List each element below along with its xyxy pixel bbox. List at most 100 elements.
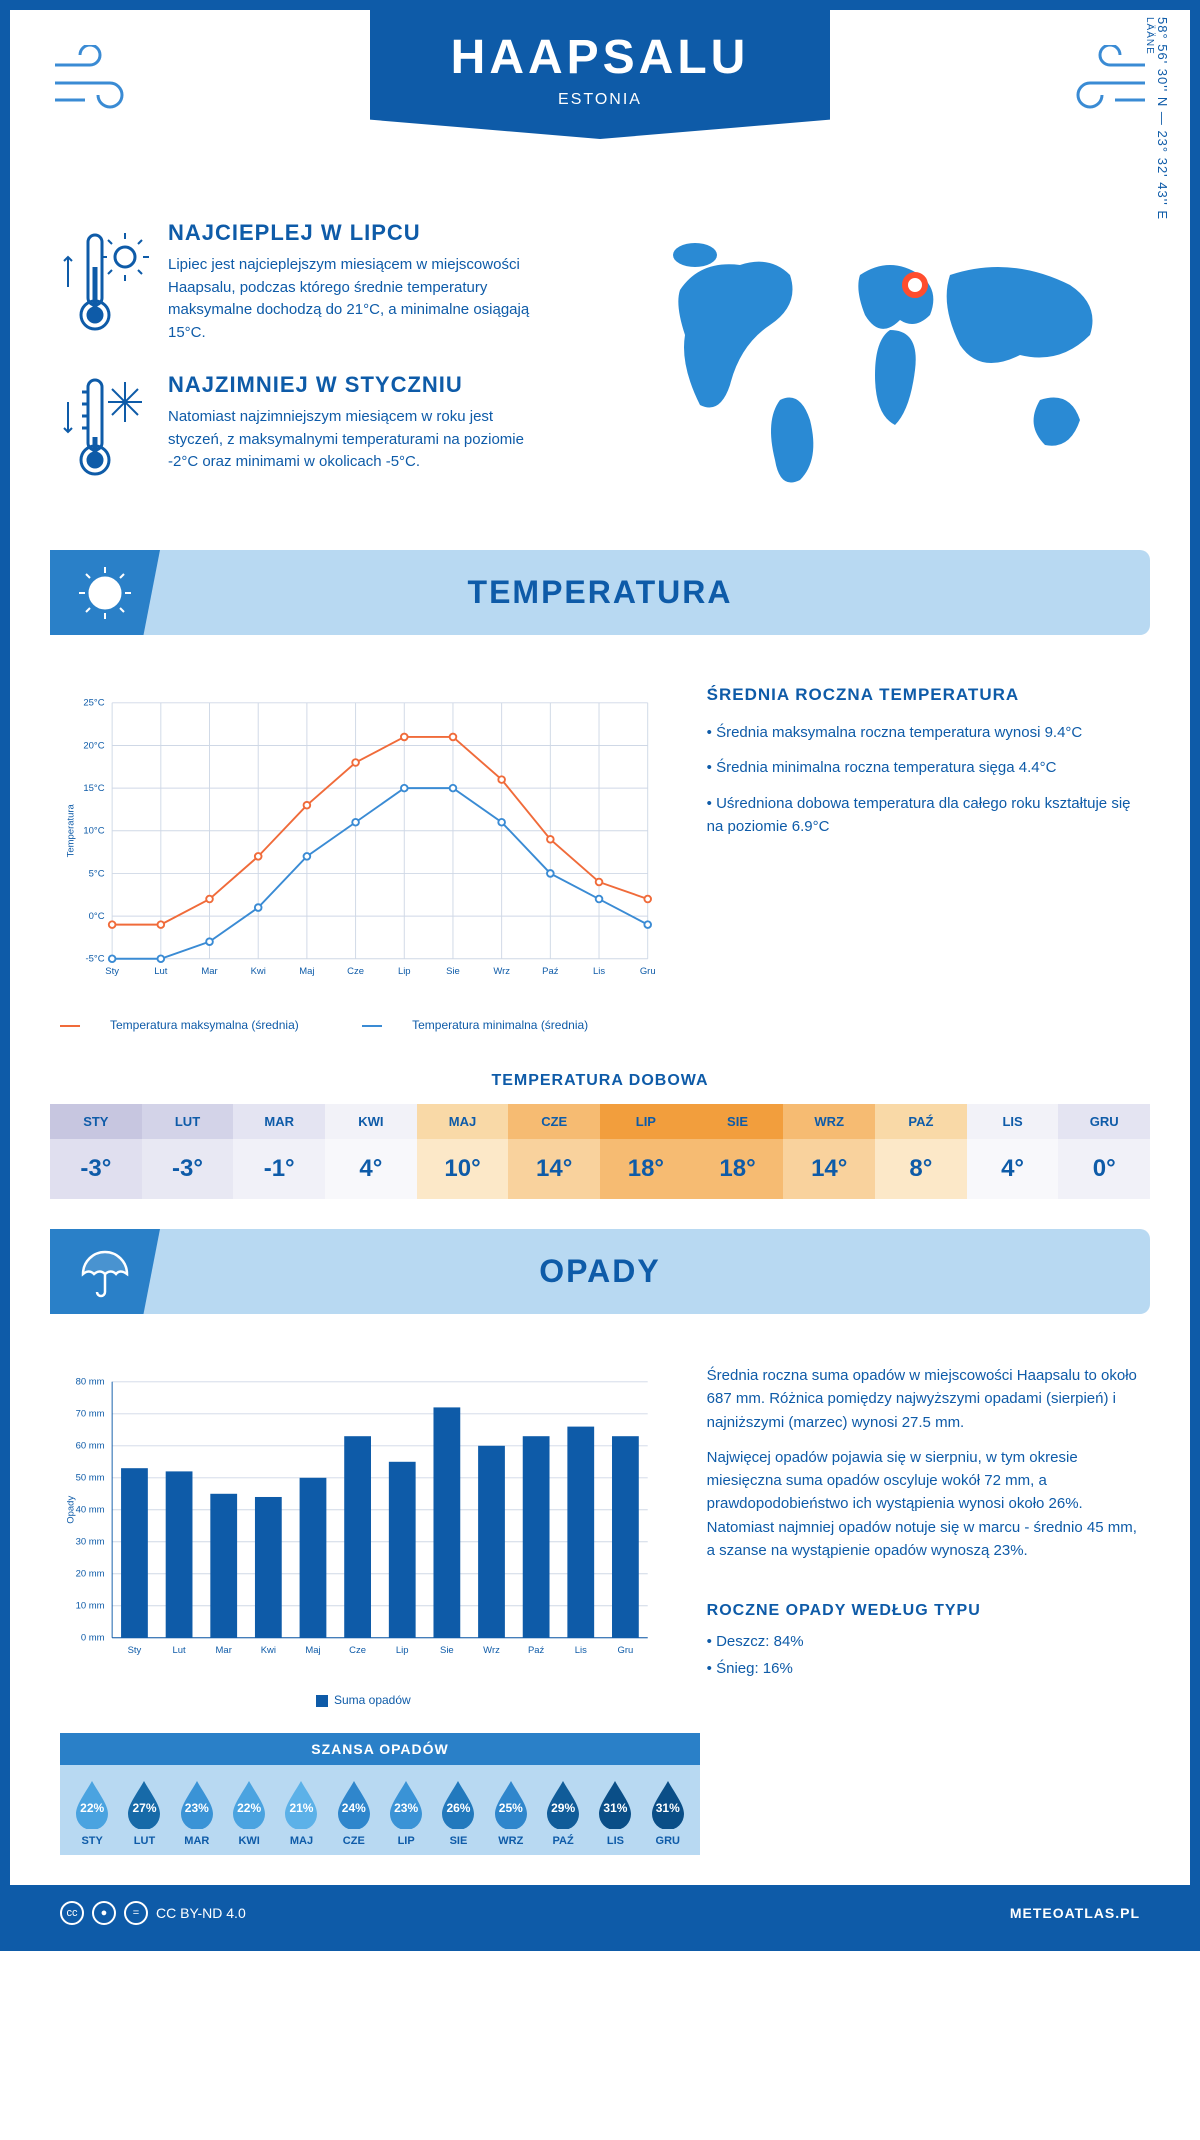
temperature-line-chart: -5°C 0°C 5°C 10°C 15°C 20°C 25°C Sty Lut Mar Kwi Ma… <box>60 685 667 1005</box>
page: HAAPSALU ESTONIA NAJCIEPLEJ W LIPCU Lipi… <box>0 0 1200 1951</box>
cold-summary: NAJZIMNIEJ W STYCZNIU Natomiast najzimni… <box>60 372 610 482</box>
city-name: HAAPSALU <box>370 30 830 85</box>
precip-text: Średnia roczna suma opadów w miejscowośc… <box>707 1364 1140 1434</box>
svg-text:15°C: 15°C <box>83 783 104 794</box>
daily-cell: SIE18° <box>692 1104 784 1199</box>
svg-text:0 mm: 0 mm <box>81 1633 105 1644</box>
precipitation-info: Średnia roczna suma opadów w miejscowośc… <box>707 1364 1140 1707</box>
daily-cell: MAR-1° <box>233 1104 325 1199</box>
precipitation-bar-chart: 0 mm10 mm20 mm30 mm40 mm50 mm60 mm70 mm8… <box>60 1364 667 1684</box>
thermometer-hot-icon <box>60 220 150 344</box>
svg-text:0°C: 0°C <box>89 911 105 922</box>
svg-text:Cze: Cze <box>349 1645 366 1656</box>
warm-summary: NAJCIEPLEJ W LIPCU Lipiec jest najcieple… <box>60 220 610 344</box>
chance-title: SZANSA OPADÓW <box>60 1733 700 1765</box>
temperature-content: -5°C 0°C 5°C 10°C 15°C 20°C 25°C Sty Lut Mar Kwi Ma… <box>10 655 1190 1062</box>
precip-type-block: ROCZNE OPADY WEDŁUG TYPU • Deszcz: 84% •… <box>707 1602 1140 1681</box>
chance-cell: 22%KWI <box>223 1779 275 1847</box>
cold-title: NAJZIMNIEJ W STYCZNIU <box>168 372 548 398</box>
svg-text:Sie: Sie <box>440 1645 454 1656</box>
warm-title: NAJCIEPLEJ W LIPCU <box>168 220 548 246</box>
cold-text: Natomiast najzimniejszym miesiącem w rok… <box>168 406 548 474</box>
chance-cell: 23%MAR <box>171 1779 223 1847</box>
chance-cell: 24%CZE <box>328 1779 380 1847</box>
world-map-icon <box>640 220 1140 500</box>
svg-text:20°C: 20°C <box>83 740 104 751</box>
info-line: • Średnia maksymalna roczna temperatura … <box>707 721 1140 744</box>
precip-snow: • Śnieg: 16% <box>707 1657 1140 1680</box>
thermometer-cold-icon <box>60 372 150 482</box>
svg-text:5°C: 5°C <box>89 868 105 879</box>
temperature-banner: TEMPERATURA <box>50 550 1150 635</box>
svg-text:Mar: Mar <box>201 966 217 977</box>
svg-text:60 mm: 60 mm <box>76 1441 105 1452</box>
sun-icon <box>50 550 160 635</box>
svg-text:Paź: Paź <box>542 966 559 977</box>
svg-text:Mar: Mar <box>216 1645 232 1656</box>
svg-text:Kwi: Kwi <box>251 966 266 977</box>
svg-text:Maj: Maj <box>299 966 314 977</box>
daily-cell: MAJ10° <box>417 1104 509 1199</box>
daily-cell: GRU0° <box>1058 1104 1150 1199</box>
daily-cell: PAŹ8° <box>875 1104 967 1199</box>
precip-rain: • Deszcz: 84% <box>707 1630 1140 1653</box>
svg-text:Lut: Lut <box>154 966 168 977</box>
title-banner: HAAPSALU ESTONIA <box>370 10 830 139</box>
umbrella-icon <box>50 1229 160 1314</box>
svg-text:80 mm: 80 mm <box>76 1377 105 1388</box>
chance-cell: 22%STY <box>66 1779 118 1847</box>
svg-text:25°C: 25°C <box>83 698 104 709</box>
chance-cell: 23%LIP <box>380 1779 432 1847</box>
svg-text:40 mm: 40 mm <box>76 1505 105 1516</box>
wind-icon <box>50 45 140 129</box>
svg-text:Sty: Sty <box>105 966 119 977</box>
svg-text:Sie: Sie <box>446 966 460 977</box>
map-box: 58° 56' 30'' N — 23° 32' 43'' E LÄÄNE <box>640 220 1140 510</box>
svg-text:Temperatura: Temperatura <box>65 803 76 857</box>
daily-cell: LIS4° <box>967 1104 1059 1199</box>
daily-cell: STY-3° <box>50 1104 142 1199</box>
chance-cell: 21%MAJ <box>275 1779 327 1847</box>
info-line: • Średnia minimalna roczna temperatura s… <box>707 756 1140 779</box>
svg-text:Kwi: Kwi <box>261 1645 276 1656</box>
chance-cell: 26%SIE <box>432 1779 484 1847</box>
svg-text:Lip: Lip <box>398 966 411 977</box>
warm-text: Lipiec jest najcieplejszym miesiącem w m… <box>168 254 548 344</box>
chance-cell: 31%LIS <box>589 1779 641 1847</box>
header: HAAPSALU ESTONIA <box>10 10 1190 190</box>
precipitation-content: 0 mm10 mm20 mm30 mm40 mm50 mm60 mm70 mm8… <box>10 1334 1190 1717</box>
country-name: ESTONIA <box>370 91 830 109</box>
coordinates: 58° 56' 30'' N — 23° 32' 43'' E LÄÄNE <box>1144 17 1170 220</box>
bar-legend: Suma opadów <box>60 1693 667 1707</box>
by-icon: ● <box>92 1901 116 1925</box>
svg-text:10°C: 10°C <box>83 826 104 837</box>
site-name: METEOATLAS.PL <box>1010 1905 1140 1921</box>
daily-cell: LIP18° <box>600 1104 692 1199</box>
chance-cell: 25%WRZ <box>485 1779 537 1847</box>
daily-cell: LUT-3° <box>142 1104 234 1199</box>
svg-text:Opady: Opady <box>65 1496 76 1524</box>
chance-cell: 27%LUT <box>118 1779 170 1847</box>
svg-text:Gru: Gru <box>617 1645 633 1656</box>
license-block: cc ● = CC BY-ND 4.0 <box>60 1901 246 1925</box>
svg-text:Lip: Lip <box>396 1645 409 1656</box>
svg-text:Cze: Cze <box>347 966 364 977</box>
precip-type-title: ROCZNE OPADY WEDŁUG TYPU <box>707 1602 1140 1620</box>
temperature-info: ŚREDNIA ROCZNA TEMPERATURA • Średnia mak… <box>707 685 1140 1032</box>
temperature-legend: Temperatura maksymalna (średnia) Tempera… <box>60 1018 667 1032</box>
svg-text:Maj: Maj <box>305 1645 320 1656</box>
top-info: NAJCIEPLEJ W LIPCU Lipiec jest najcieple… <box>10 190 1190 530</box>
precip-chart-wrap: 0 mm10 mm20 mm30 mm40 mm50 mm60 mm70 mm8… <box>60 1364 667 1707</box>
svg-text:Lis: Lis <box>593 966 605 977</box>
svg-text:Wrz: Wrz <box>493 966 510 977</box>
precip-text: Najwięcej opadów pojawia się w sierpniu,… <box>707 1446 1140 1562</box>
chance-cell: 31%GRU <box>642 1779 694 1847</box>
daily-cell: CZE14° <box>508 1104 600 1199</box>
svg-text:20 mm: 20 mm <box>76 1569 105 1580</box>
svg-text:Lis: Lis <box>575 1645 587 1656</box>
svg-text:Wrz: Wrz <box>483 1645 500 1656</box>
avg-temp-title: ŚREDNIA ROCZNA TEMPERATURA <box>707 685 1140 705</box>
temperature-chart-wrap: -5°C 0°C 5°C 10°C 15°C 20°C 25°C Sty Lut Mar Kwi Ma… <box>60 685 667 1032</box>
svg-text:-5°C: -5°C <box>86 954 105 965</box>
daily-temp-title: TEMPERATURA DOBOWA <box>10 1072 1190 1090</box>
